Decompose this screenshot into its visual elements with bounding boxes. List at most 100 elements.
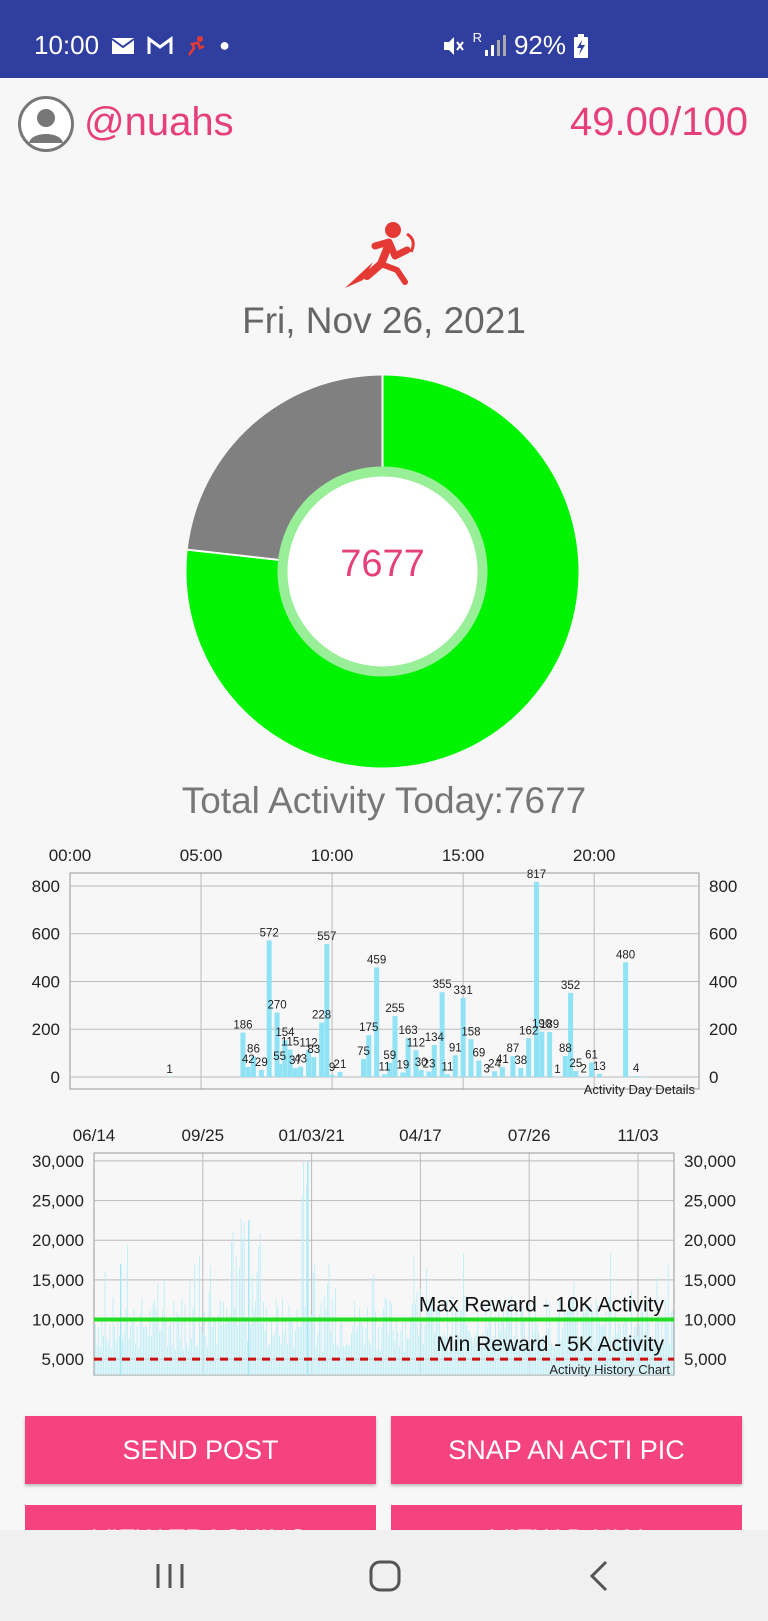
day-chart-y-tick: 600 xyxy=(32,925,60,944)
day-chart-bar xyxy=(426,1071,432,1077)
history-chart-bar xyxy=(266,1306,268,1375)
history-chart-bar xyxy=(127,1244,128,1375)
day-chart-y-tick: 800 xyxy=(32,877,60,896)
history-chart-bar xyxy=(379,1350,381,1375)
history-chart-bar xyxy=(291,1317,293,1375)
activity-donut-chart xyxy=(186,375,579,768)
username[interactable]: @nuahs xyxy=(84,100,234,144)
send-post-button[interactable]: SEND POST xyxy=(25,1416,376,1484)
history-chart-bar xyxy=(176,1311,178,1375)
day-chart-bar xyxy=(392,1016,398,1077)
history-chart-bar xyxy=(522,1306,524,1375)
day-chart-bar xyxy=(167,1076,173,1078)
history-chart-bar xyxy=(173,1301,175,1375)
donut-hole xyxy=(287,476,478,667)
history-chart-bar xyxy=(165,1318,167,1375)
history-chart-bar xyxy=(387,1334,389,1375)
day-chart-frame xyxy=(69,872,700,1090)
history-chart-bar xyxy=(352,1325,354,1375)
history-chart-bar xyxy=(306,1185,308,1375)
day-chart-bar-label: 75 xyxy=(357,1046,370,1058)
gmail-icon xyxy=(147,35,173,54)
history-chart-bar xyxy=(523,1321,525,1375)
history-chart-bar xyxy=(138,1348,140,1375)
history-chart-bar xyxy=(378,1326,380,1375)
history-chart-bar xyxy=(275,1300,277,1375)
day-chart-x-tick: 05:00 xyxy=(180,846,223,865)
history-chart-bar xyxy=(162,1310,164,1375)
history-chart-bar xyxy=(192,1307,194,1375)
history-chart-bar xyxy=(359,1307,360,1375)
history-chart-bar xyxy=(512,1348,514,1375)
history-chart-bar xyxy=(573,1281,575,1375)
history-chart-bar xyxy=(355,1331,357,1375)
history-chart-bar xyxy=(469,1331,471,1375)
history-chart-bar xyxy=(661,1314,663,1375)
history-chart-bar xyxy=(338,1348,340,1375)
history-chart-bar xyxy=(514,1335,516,1375)
history-chart-bar xyxy=(407,1337,408,1375)
history-chart-bar xyxy=(251,1276,253,1375)
history-chart-bar xyxy=(128,1337,130,1375)
history-chart-bar xyxy=(467,1330,469,1375)
history-chart-bar xyxy=(179,1338,181,1375)
history-chart-y-tick: 25,000 xyxy=(684,1192,736,1211)
history-chart-x-tick: 06/14 xyxy=(73,1126,116,1145)
history-chart-bar xyxy=(189,1281,191,1375)
recent-apps-icon[interactable] xyxy=(146,1552,194,1600)
history-chart-bar xyxy=(344,1346,346,1375)
date-label: Fri, Nov 26, 2021 xyxy=(242,300,526,341)
history-chart-bar xyxy=(232,1232,234,1375)
day-chart-bar-label: 112 xyxy=(407,1037,425,1049)
day-chart-bar-label: 190 xyxy=(532,1019,551,1031)
day-chart-bar-label: 61 xyxy=(585,1049,598,1061)
snap-acti-pic-button[interactable]: SNAP AN ACTI PIC xyxy=(391,1416,742,1484)
day-chart-bar-label: 11 xyxy=(441,1061,453,1073)
history-chart-bar xyxy=(559,1300,560,1375)
history-chart-bar xyxy=(403,1351,405,1375)
day-chart-bar-label: 19 xyxy=(396,1059,409,1071)
history-chart-bar xyxy=(224,1323,226,1375)
day-chart-bar xyxy=(413,1050,419,1077)
history-chart-bar xyxy=(301,1196,303,1375)
view-daily-button[interactable]: VIEW DAILY xyxy=(391,1505,742,1530)
day-chart-y-tick: 800 xyxy=(709,877,737,896)
history-chart-bar xyxy=(317,1334,319,1375)
day-chart-bar xyxy=(554,1076,560,1078)
history-chart-bar xyxy=(399,1346,400,1375)
day-chart-bar xyxy=(431,1044,437,1077)
history-chart-bar xyxy=(415,1302,416,1375)
history-chart-bar xyxy=(456,1305,458,1375)
home-icon[interactable] xyxy=(361,1552,409,1600)
history-chart-bar xyxy=(517,1339,519,1375)
history-chart-y-tick: 20,000 xyxy=(684,1231,736,1250)
history-chart-bar xyxy=(639,1324,640,1375)
day-chart-bar-label: 134 xyxy=(425,1032,445,1044)
history-chart-bar xyxy=(562,1328,564,1375)
profile-header: @nuahs 49.00/100 xyxy=(0,78,768,173)
back-icon[interactable] xyxy=(576,1552,624,1600)
history-chart-bar xyxy=(320,1302,322,1375)
history-chart-bar xyxy=(152,1303,154,1375)
history-chart-bar xyxy=(485,1304,487,1375)
mute-icon xyxy=(443,36,464,55)
history-chart-bar xyxy=(240,1218,242,1375)
history-chart-bar xyxy=(125,1308,127,1375)
day-chart-bar xyxy=(518,1067,524,1077)
view-tracking-button[interactable]: VIEW TRACKING xyxy=(25,1505,376,1530)
activity-day-chart: 00:00 05:00 10:00 15:00 20:00 11864286295722… xyxy=(32,846,738,1097)
avatar-icon[interactable] xyxy=(18,96,74,152)
history-chart-bar xyxy=(671,1312,672,1375)
history-chart-x-tick: 01/03/21 xyxy=(279,1126,345,1145)
day-chart-bar-label: 43 xyxy=(294,1054,307,1066)
history-chart-frame xyxy=(93,1152,675,1376)
history-chart-bar xyxy=(304,1306,306,1375)
history-chart-bar xyxy=(234,1307,236,1375)
history-chart-y-tick: 15,000 xyxy=(684,1271,736,1290)
history-chart-bar xyxy=(480,1345,482,1375)
history-chart-bar xyxy=(259,1233,261,1375)
history-chart-bar xyxy=(136,1326,138,1375)
history-chart-bar xyxy=(205,1336,207,1375)
history-chart-bar xyxy=(312,1272,314,1375)
day-chart-bar xyxy=(484,1076,490,1077)
